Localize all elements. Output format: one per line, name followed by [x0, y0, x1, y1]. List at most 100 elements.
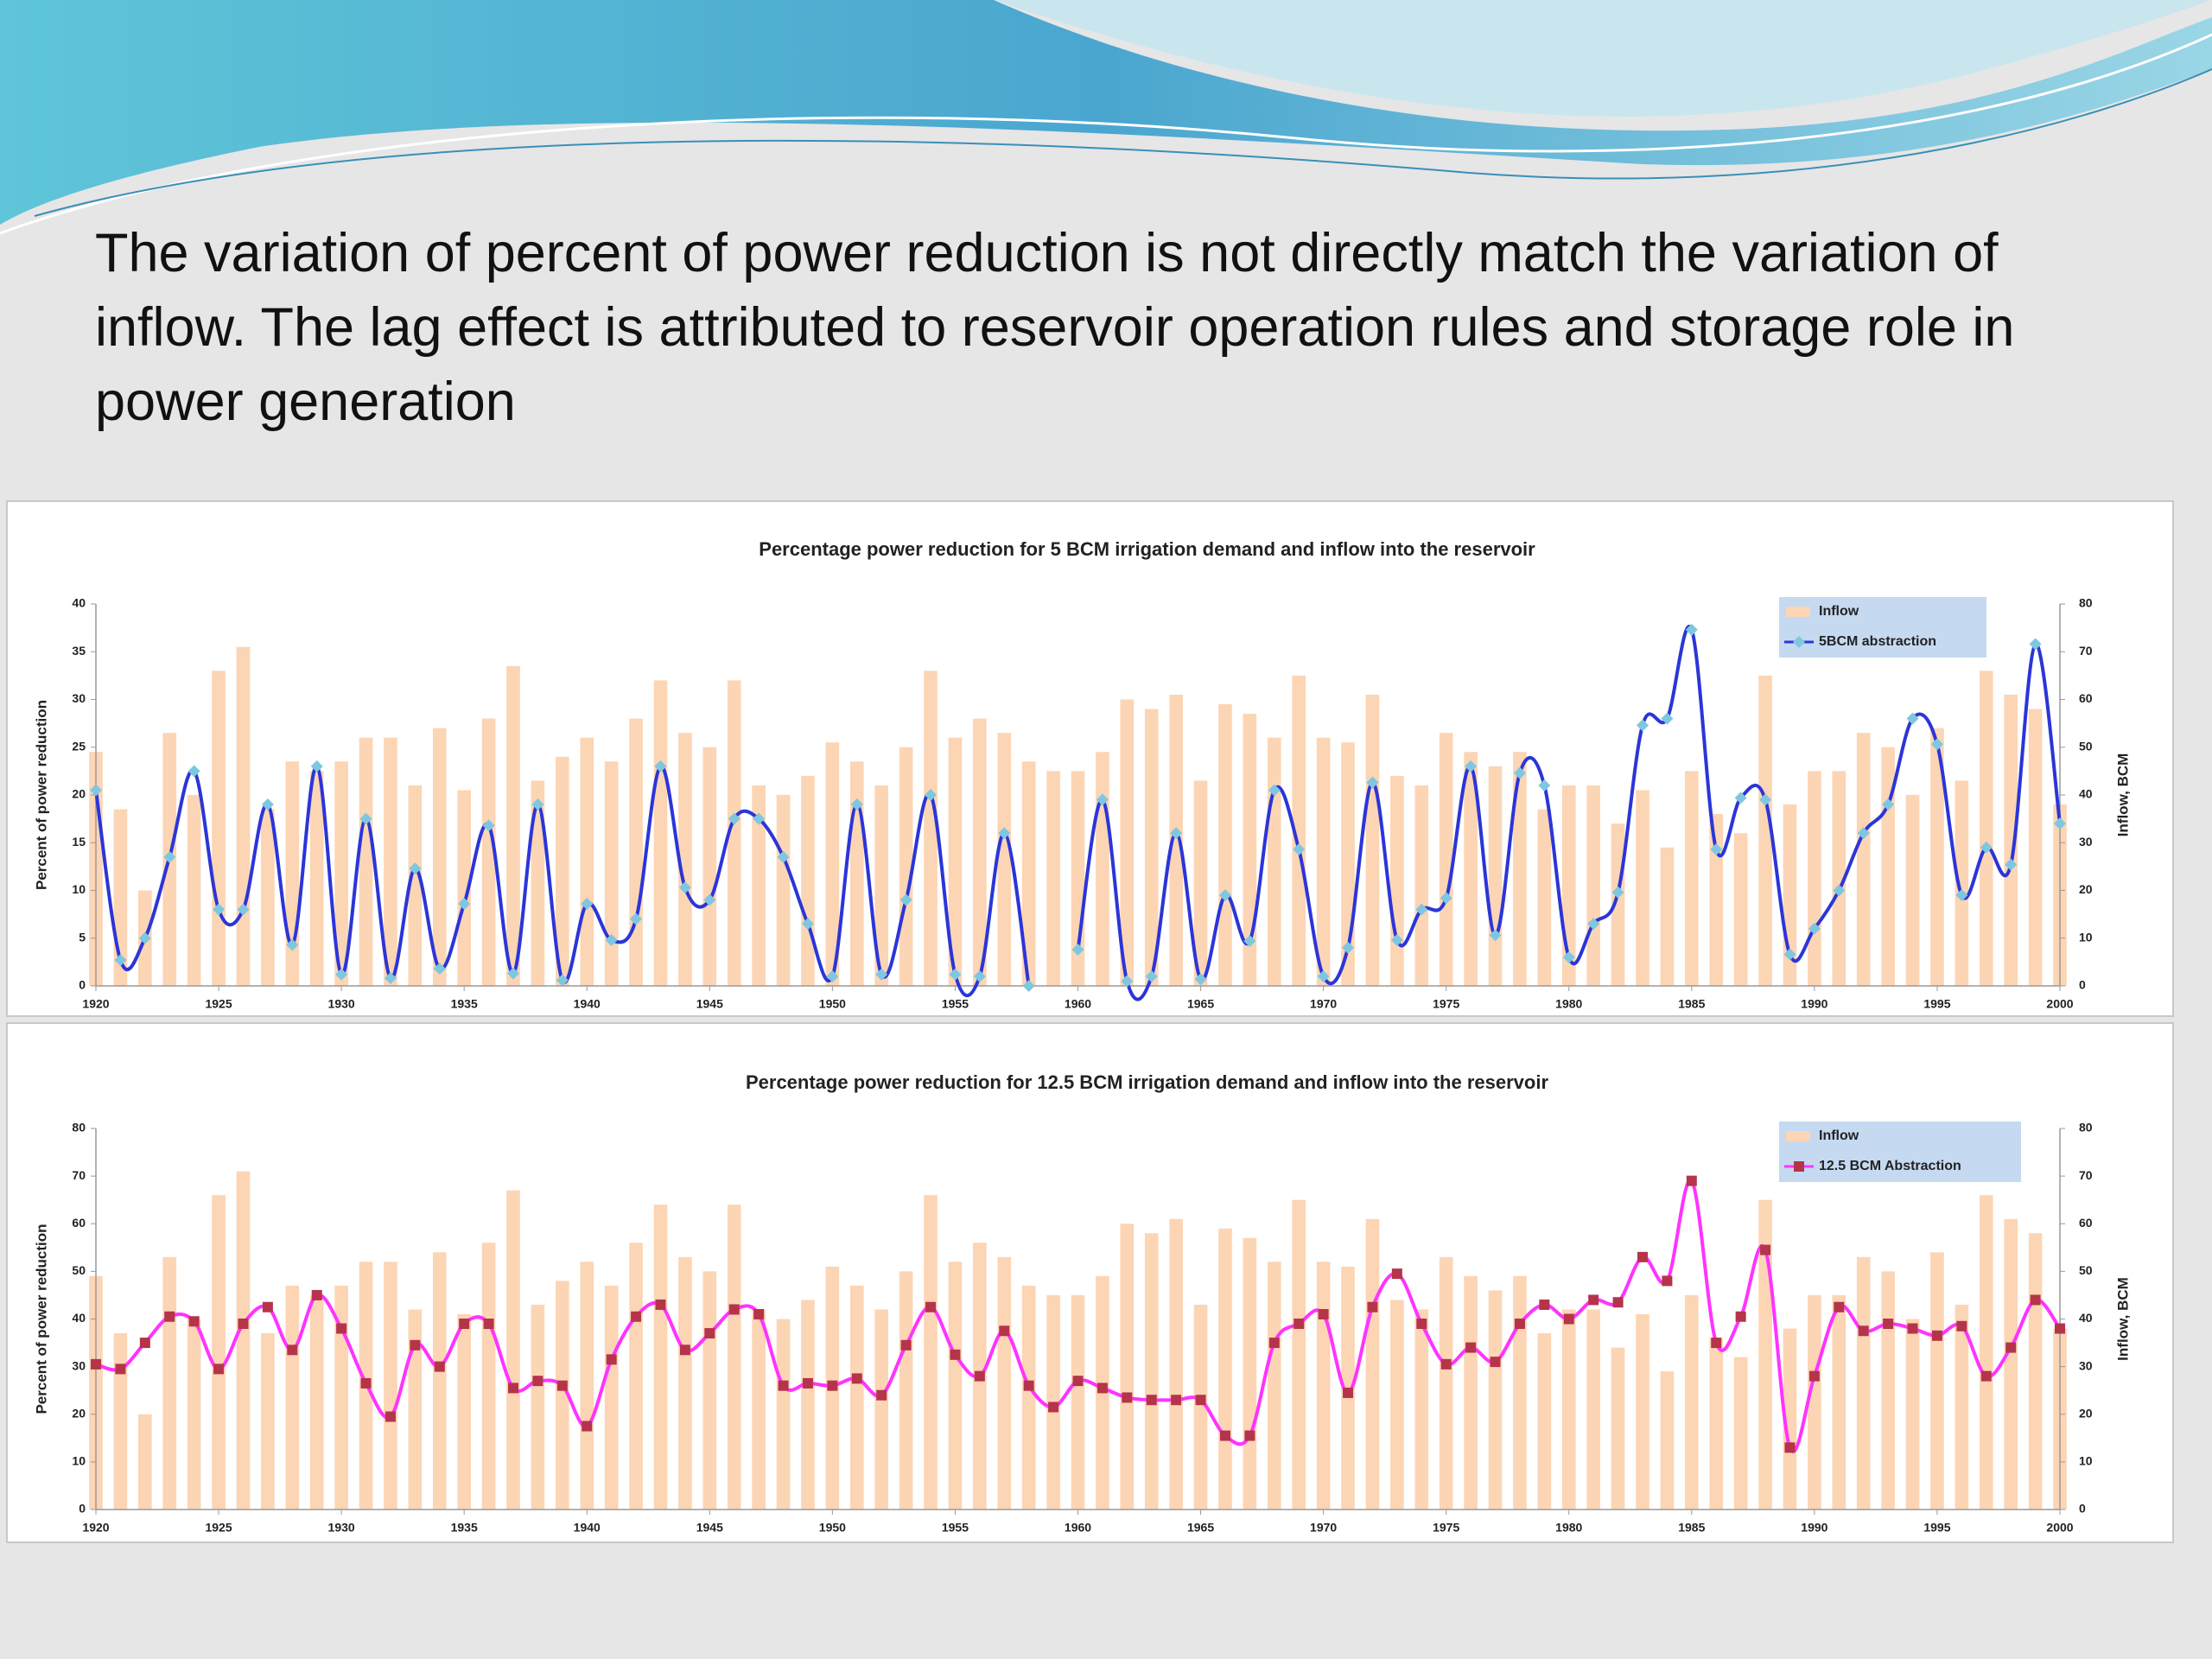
- bar: [2004, 1218, 2018, 1510]
- bar: [1193, 780, 1208, 986]
- point-marker: [213, 1363, 225, 1375]
- bar: [432, 728, 447, 986]
- point-marker: [556, 1380, 568, 1391]
- bar: [1365, 694, 1380, 986]
- point-marker: [1022, 980, 1035, 992]
- point-marker: [1931, 1330, 1942, 1341]
- point-marker: [631, 1311, 642, 1322]
- x-tick-label: 1960: [1065, 1521, 1091, 1535]
- bar: [1414, 785, 1429, 986]
- point-marker: [1588, 1294, 1599, 1306]
- point-marker: [286, 938, 299, 951]
- bar: [1881, 1271, 1895, 1510]
- point-marker: [1760, 1244, 1771, 1255]
- bar: [1021, 1285, 1036, 1510]
- point-marker: [850, 798, 863, 811]
- point-marker: [237, 903, 250, 916]
- bar: [2028, 1233, 2043, 1510]
- point-marker: [925, 789, 938, 801]
- bar: [1218, 1228, 1232, 1510]
- point-marker: [1955, 889, 1968, 902]
- x-tick-label: 1955: [942, 1521, 969, 1535]
- header-wave: [0, 0, 2212, 235]
- bar: [556, 1281, 569, 1510]
- bar: [825, 742, 840, 986]
- bar: [1513, 752, 1527, 986]
- point-marker: [310, 760, 323, 772]
- y-tick-label: 20: [72, 1406, 86, 1420]
- bar: [1439, 733, 1453, 986]
- bar: [1783, 1328, 1797, 1510]
- legend-box: [1779, 1122, 2021, 1182]
- y-tick-label: 70: [72, 1168, 86, 1182]
- bar: [1955, 780, 1969, 986]
- x-tick-label: 2000: [2046, 1521, 2073, 1535]
- bar: [285, 1285, 300, 1510]
- point-marker: [2005, 858, 2018, 871]
- bar: [997, 1256, 1012, 1510]
- point-marker: [138, 931, 151, 944]
- point-marker: [458, 897, 471, 910]
- point-marker: [163, 850, 176, 863]
- y2-axis-label: Inflow, BCM: [2114, 753, 2131, 837]
- bar: [653, 1205, 668, 1510]
- y2-tick-label: 80: [2079, 1121, 2093, 1135]
- bar: [1243, 1237, 1257, 1510]
- bar: [1537, 1333, 1552, 1510]
- bar: [408, 785, 423, 986]
- point-marker: [1662, 1275, 1673, 1287]
- point-marker: [827, 1380, 838, 1391]
- point-marker: [287, 1344, 298, 1356]
- x-tick-label: 1920: [82, 997, 109, 1011]
- bar: [1021, 761, 1036, 986]
- bar: [432, 1252, 447, 1510]
- point-marker: [261, 798, 274, 811]
- bar: [727, 680, 741, 986]
- y2-tick-label: 70: [2079, 644, 2093, 658]
- point-marker: [409, 862, 422, 875]
- point-marker: [1980, 1370, 1992, 1382]
- point-marker: [1170, 827, 1183, 840]
- point-marker: [114, 954, 127, 967]
- bar: [1316, 1262, 1331, 1510]
- bar: [899, 1271, 913, 1510]
- point-marker: [1907, 1323, 1918, 1334]
- legend-swatch: [1786, 1131, 1810, 1141]
- point-marker: [900, 1339, 912, 1351]
- bar: [457, 790, 472, 986]
- y2-tick-label: 80: [2079, 596, 2093, 610]
- point-marker: [1342, 941, 1355, 954]
- point-marker: [335, 968, 348, 981]
- bar: [212, 1195, 226, 1510]
- y2-tick-label: 40: [2079, 787, 2093, 801]
- point-marker: [1686, 1175, 1697, 1186]
- point-marker: [1956, 1320, 1967, 1332]
- bar: [1513, 1275, 1527, 1510]
- bar: [1267, 1262, 1281, 1510]
- bar: [334, 761, 348, 986]
- y2-tick-label: 0: [2079, 1502, 2086, 1516]
- point-marker: [753, 1308, 765, 1319]
- point-marker: [1489, 929, 1502, 942]
- point-marker: [434, 1361, 445, 1372]
- point-marker: [188, 765, 200, 778]
- bar: [948, 1262, 963, 1510]
- point-marker: [1808, 922, 1821, 935]
- point-marker: [359, 812, 372, 825]
- point-marker: [1514, 1319, 1525, 1330]
- chart-title: Percentage power reduction for 5 BCM irr…: [759, 538, 1535, 560]
- point-marker: [1318, 1308, 1329, 1319]
- x-tick-label: 1935: [451, 1521, 478, 1535]
- point-marker: [1883, 1319, 1894, 1330]
- bar: [1709, 1338, 1724, 1510]
- y-axis-label: Percent of power reduction: [33, 700, 49, 890]
- x-tick-label: 1940: [574, 997, 601, 1011]
- y2-tick-label: 40: [2079, 1311, 2093, 1325]
- point-marker: [801, 918, 814, 931]
- point-marker: [826, 969, 839, 982]
- point-marker: [851, 1373, 862, 1384]
- bar: [1488, 766, 1503, 986]
- bar: [1636, 1313, 1649, 1510]
- x-tick-label: 1930: [328, 997, 355, 1011]
- bar: [334, 1285, 348, 1510]
